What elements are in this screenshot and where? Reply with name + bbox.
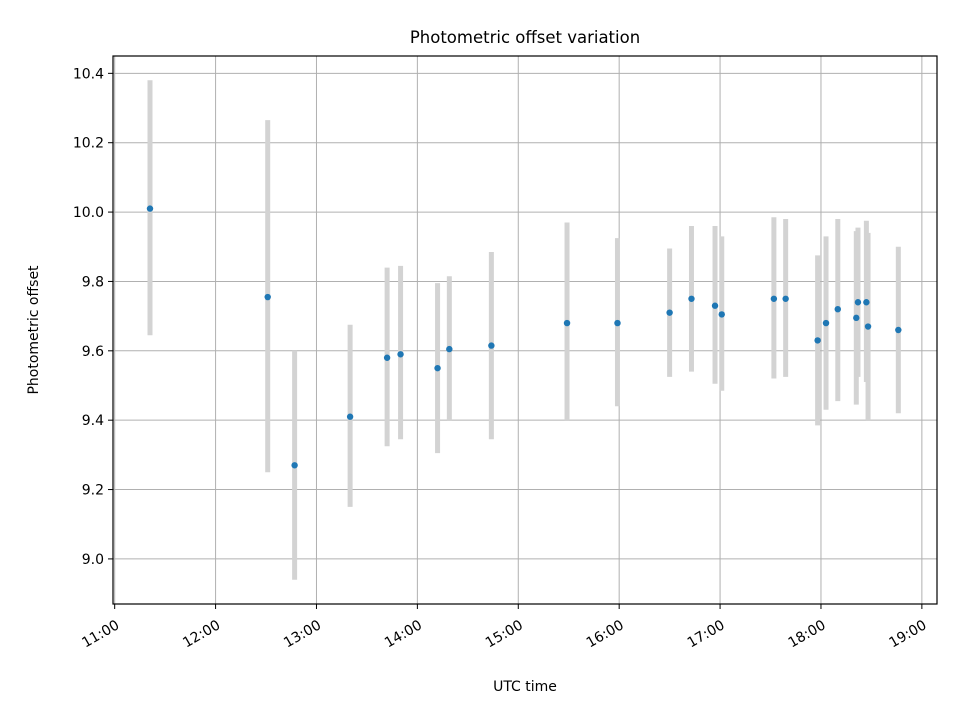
y-tick-label: 9.2 [82, 483, 104, 499]
chart-title: Photometric offset variation [410, 28, 640, 47]
data-point [264, 293, 271, 301]
data-point [718, 311, 725, 318]
y-tick-label: 9.4 [82, 413, 104, 429]
data-point [488, 342, 495, 349]
y-tick-label: 10.4 [73, 66, 104, 82]
data-point [688, 295, 695, 302]
data-point [814, 337, 821, 344]
y-tick-label: 10.0 [73, 205, 104, 221]
data-point [666, 309, 673, 316]
data-point [834, 305, 841, 313]
y-tick-label: 10.2 [73, 136, 104, 152]
y-tick-label: 9.0 [82, 552, 104, 568]
data-point [782, 295, 789, 302]
data-point [864, 323, 872, 330]
data-point [854, 299, 862, 306]
data-point [446, 345, 453, 353]
data-point [563, 319, 571, 327]
y-axis-label: Photometric offset [26, 265, 42, 395]
data-point [822, 319, 830, 327]
y-tick-label: 9.6 [82, 344, 104, 360]
data-point [895, 326, 902, 334]
data-point [291, 462, 298, 469]
data-point [146, 205, 154, 212]
grid [113, 56, 937, 604]
data-point [863, 299, 870, 306]
data-point [770, 295, 778, 302]
data-point [346, 413, 354, 420]
data-points [146, 205, 902, 469]
data-point [434, 364, 441, 372]
y-tick-label: 9.8 [82, 274, 104, 290]
data-point [397, 351, 404, 358]
plot-frame [112, 55, 938, 605]
data-point [853, 314, 860, 322]
data-point [614, 319, 621, 327]
data-point [711, 302, 719, 309]
data-point [383, 354, 391, 361]
x-axis-label: UTC time [493, 679, 557, 695]
y-axis: 9.0 9.2 9.4 9.6 9.8 10.0 10.2 10.4 [73, 66, 113, 568]
